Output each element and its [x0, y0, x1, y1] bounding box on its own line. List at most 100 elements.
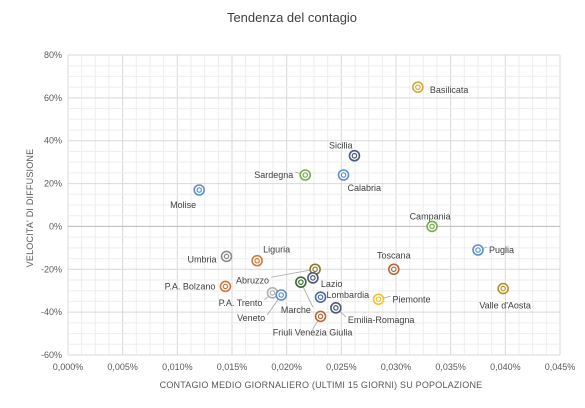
x-tick-label: 0,005% — [107, 362, 138, 372]
point-lazio — [307, 272, 319, 284]
data-label-campania: Campania — [410, 211, 451, 221]
data-label-puglia: Puglia — [489, 245, 514, 255]
point-marker-inner — [500, 285, 506, 292]
y-tick-label: 20% — [44, 179, 62, 189]
point-toscana — [388, 263, 400, 276]
x-tick-label: 0,030% — [381, 362, 412, 372]
point-calabria — [337, 169, 350, 181]
point-marker-inner — [298, 279, 304, 285]
data-label-lombardia: Lombardia — [327, 290, 370, 300]
point-marker-outer — [330, 302, 342, 314]
data-label-umbria: Umbria — [188, 254, 217, 264]
point-marker-inner — [269, 290, 276, 296]
point-marker-outer — [314, 310, 327, 323]
x-tick-label: 0,010% — [162, 362, 193, 372]
y-tick-label: -20% — [41, 264, 62, 274]
data-label-p-a-bolzano: P.A. Bolzano — [165, 281, 216, 291]
point-marker-inner — [196, 187, 203, 193]
point-sardegna — [299, 169, 312, 181]
point-marker-outer — [497, 282, 509, 295]
x-tick-label: 0,000% — [53, 362, 84, 372]
point-p-a-bolzano — [219, 280, 232, 293]
y-tick-label: -60% — [41, 350, 62, 360]
point-marker-inner — [317, 294, 324, 300]
point-marker-inner — [475, 247, 481, 253]
data-label-calabria: Calabria — [348, 183, 382, 193]
point-marker-outer — [388, 263, 400, 276]
point-marker-outer — [220, 250, 233, 263]
point-lombardia — [314, 291, 327, 303]
data-label-marche: Marche — [281, 305, 311, 315]
point-campania — [426, 220, 438, 233]
point-veneto — [275, 289, 288, 301]
point-marker-inner — [375, 296, 382, 303]
data-label-abruzzo: Abruzzo — [236, 275, 269, 285]
point-basilicata — [412, 81, 424, 93]
data-points — [193, 81, 509, 323]
point-marker-inner — [317, 313, 324, 320]
data-label-piemonte: Piemonte — [393, 294, 431, 304]
data-label-valle-d-aosta: Valle d'Aosta — [479, 301, 531, 311]
data-label-veneto: Veneto — [237, 313, 265, 323]
y-tick-label: 60% — [44, 93, 62, 103]
x-tick-label: 0,025% — [326, 362, 357, 372]
data-labels: Basilicata Sicilia Sardegna Calabria Molise C… — [165, 85, 531, 337]
grid-lines — [67, 54, 561, 356]
point-piemonte — [372, 293, 385, 306]
point-umbria — [220, 250, 233, 263]
point-marker-outer — [295, 276, 307, 288]
data-label-friuli-venezia-giulia: Friuli Venezia Giulia — [273, 327, 353, 337]
leader-line — [271, 268, 316, 278]
point-friuli-venezia-giulia — [314, 310, 327, 323]
point-marker-inner — [312, 266, 318, 273]
data-label-lazio: Lazio — [321, 279, 343, 289]
point-marker-inner — [222, 283, 229, 290]
data-label-liguria: Liguria — [263, 245, 290, 255]
point-marker-outer — [426, 220, 438, 233]
data-label-molise: Molise — [170, 200, 196, 210]
x-axis-ticks: 0,000% 0,005% 0,010% 0,015% 0,020% 0,025% 0,03… — [53, 362, 576, 372]
point-valle-d-aosta — [497, 282, 509, 295]
point-molise — [193, 184, 205, 196]
data-label-emilia-romagna: Emilia-Romagna — [348, 315, 415, 325]
data-label-toscana: Toscana — [377, 250, 411, 260]
x-tick-label: 0,020% — [271, 362, 302, 372]
point-marker-inner — [415, 84, 421, 90]
point-marker-outer — [472, 244, 484, 256]
y-axis-label: VELOCITA' DI DIFFUSIONE — [25, 149, 35, 268]
point-marker-outer — [219, 280, 232, 293]
data-label-sardegna: Sardegna — [254, 170, 293, 180]
y-tick-label: 40% — [44, 136, 62, 146]
point-sicilia — [348, 149, 361, 162]
point-marker-outer — [307, 272, 319, 284]
point-marker-outer — [372, 293, 385, 306]
x-tick-label: 0,040% — [490, 362, 521, 372]
point-marker-outer — [251, 254, 263, 267]
point-marker-outer — [275, 289, 288, 301]
point-puglia — [472, 244, 484, 256]
chart-title: Tendenza del contagio — [227, 10, 357, 25]
point-marker-inner — [254, 257, 260, 264]
point-emilia-romagna — [330, 302, 342, 314]
x-axis-label: CONTAGIO MEDIO GIORNALIERO (ULTIMI 15 GI… — [160, 380, 483, 390]
x-tick-label: 0,015% — [217, 362, 248, 372]
point-marker-inner — [351, 152, 358, 159]
data-label-sicilia: Sicilia — [329, 141, 353, 151]
point-marche — [295, 276, 307, 288]
point-marker-outer — [299, 169, 312, 181]
point-marker-outer — [412, 81, 424, 93]
x-tick-label: 0,035% — [435, 362, 466, 372]
point-marker-inner — [310, 275, 316, 281]
y-tick-label: 80% — [44, 50, 62, 60]
point-marker-inner — [302, 172, 309, 178]
y-tick-label: 0% — [49, 221, 62, 231]
data-label-basilicata: Basilicata — [430, 85, 469, 95]
point-marker-inner — [333, 305, 339, 311]
point-liguria — [251, 254, 263, 267]
point-marker-outer — [314, 291, 327, 303]
point-marker-outer — [348, 149, 361, 162]
point-marker-inner — [223, 253, 230, 260]
